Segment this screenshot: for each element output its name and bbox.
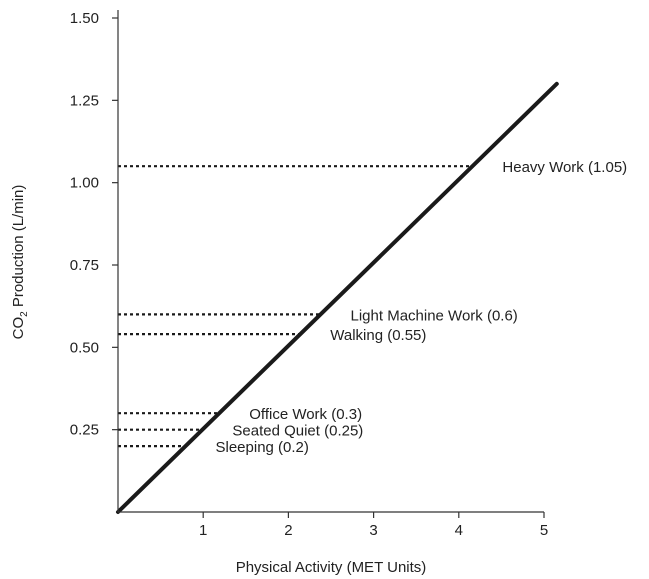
x-tick-label: 1 <box>199 522 207 539</box>
y-tick-label: 1.00 <box>70 175 99 192</box>
x-tick-label: 3 <box>369 522 377 539</box>
reference-label: Sleeping (0.2) <box>216 439 309 456</box>
reference-label: Light Machine Work (0.6) <box>351 307 518 324</box>
x-tick-label: 2 <box>284 522 292 539</box>
y-tick-label: 1.50 <box>70 10 99 27</box>
x-tick-label: 4 <box>455 522 463 539</box>
reference-label: Heavy Work (1.05) <box>502 159 627 176</box>
x-tick-label: 5 <box>540 522 548 539</box>
reference-label: Seated Quiet (0.25) <box>232 423 363 440</box>
y-tick-label: 0.50 <box>70 339 99 356</box>
ticks <box>112 17 545 518</box>
tick-labels: 1 2 3 4 5 0.25 0.50 0.75 1.00 1.25 1.50 <box>70 10 548 539</box>
reference-label: Office Work (0.3) <box>249 406 362 423</box>
x-axis-title: Physical Activity (MET Units) <box>236 559 427 576</box>
y-axis-title: CO2 Production (L/min) <box>10 185 30 340</box>
y-axis-title-suffix: Production (L/min) <box>10 185 27 312</box>
y-tick-label: 0.25 <box>70 422 99 439</box>
axes <box>117 10 544 513</box>
reference-lines <box>118 165 473 448</box>
annotations: Heavy Work (1.05) Light Machine Work (0.6… <box>216 159 628 456</box>
y-tick-label: 1.25 <box>70 92 99 109</box>
data-series <box>116 81 559 514</box>
reference-label: Walking (0.55) <box>330 327 426 344</box>
y-axis-title-subscript: 2 <box>19 311 30 317</box>
y-axis-title-prefix: CO <box>10 317 27 340</box>
y-tick-label: 0.75 <box>70 257 99 274</box>
series-line <box>116 81 559 514</box>
